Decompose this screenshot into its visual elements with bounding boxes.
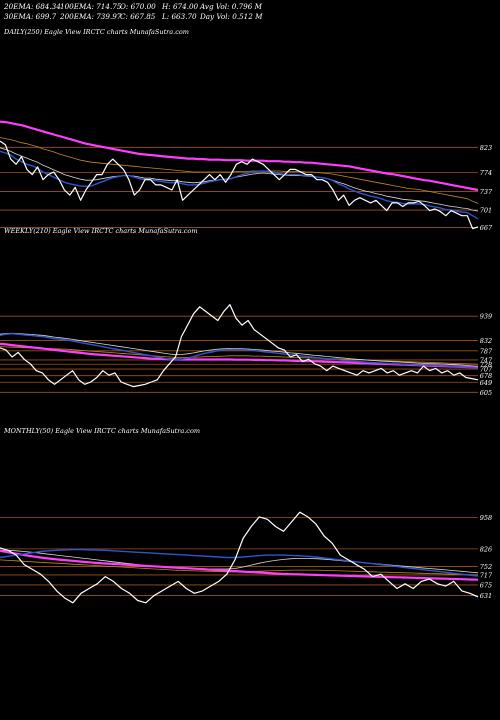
daily-ema200-line: [0, 120, 479, 192]
daily-price-line: [0, 140, 479, 230]
monthly-level-label: 958: [480, 514, 492, 522]
weekly-level-label: 707: [480, 366, 493, 374]
header-ema100: 100EMA: 714.75: [60, 2, 122, 11]
monthly-level-label: 826: [480, 545, 492, 553]
monthly-ema30-line: [0, 549, 479, 574]
weekly-level-label: 728: [480, 361, 492, 369]
monthly-level-label: 675: [480, 581, 492, 589]
header-row-2: 30EMA: 699.7 200EMA: 739.97 C: 667.85 L:…: [0, 12, 500, 21]
daily-level-label: 737: [480, 188, 493, 196]
daily-ema20-line: [0, 150, 479, 220]
weekly-ema100-line: [0, 346, 479, 365]
monthly-price-line: [0, 511, 479, 604]
monthly-chart-title: MONTHLY(50) Eagle View IRCTC charts Muna…: [3, 427, 200, 435]
monthly-level-label: 631: [480, 592, 492, 600]
weekly-level-label: 605: [480, 389, 492, 397]
header-ema30: 30EMA: 699.7: [4, 12, 57, 21]
header-row-1: 20EMA: 684.34 100EMA: 714.75 O: 670.00 H…: [0, 2, 500, 11]
monthly-ema20-line: [0, 548, 479, 577]
header-close: C: 667.85: [120, 12, 156, 21]
header-avg-vol: Avg Vol: 0.796 M: [200, 2, 262, 11]
daily-ema100-line: [0, 137, 479, 204]
daily-level-label: 667: [480, 224, 493, 232]
weekly-level-label: 832: [480, 337, 492, 345]
header-high: H: 674.00: [162, 2, 199, 11]
weekly-price-line: [0, 304, 479, 388]
weekly-chart-title: WEEKLY(210) Eagle View IRCTC charts Muna…: [4, 227, 198, 235]
daily-chart: 823 774 737 701 667 DAILY(250) Eagle View IRC…: [0, 28, 493, 232]
monthly-level-label: 752: [480, 563, 492, 571]
daily-level-label: 823: [480, 144, 492, 152]
weekly-level-label: 747: [480, 356, 493, 364]
header-day-vol: Day Vol: 0.512 M: [200, 12, 263, 21]
header-ema20: 20EMA: 684.34: [4, 2, 61, 11]
daily-chart-title: DAILY(250) Eagle View IRCTC charts Munaf…: [3, 28, 189, 36]
weekly-ema20-line: [0, 333, 479, 369]
header-open: O: 670.00: [120, 2, 156, 11]
monthly-level-label: 717: [480, 571, 493, 579]
weekly-level-label: 678: [480, 372, 492, 380]
daily-level-label: 774: [480, 169, 492, 177]
daily-level-label: 701: [480, 207, 492, 215]
weekly-ema30-line: [0, 332, 479, 367]
header-low: L: 663.70: [162, 12, 197, 21]
weekly-level-label: 939: [480, 313, 492, 321]
weekly-level-label: 649: [480, 379, 492, 387]
daily-ema30-line: [0, 147, 479, 212]
header-ema200: 200EMA: 739.97: [60, 12, 122, 21]
weekly-level-label: 787: [480, 347, 493, 355]
monthly-ema200-line: [0, 549, 479, 581]
